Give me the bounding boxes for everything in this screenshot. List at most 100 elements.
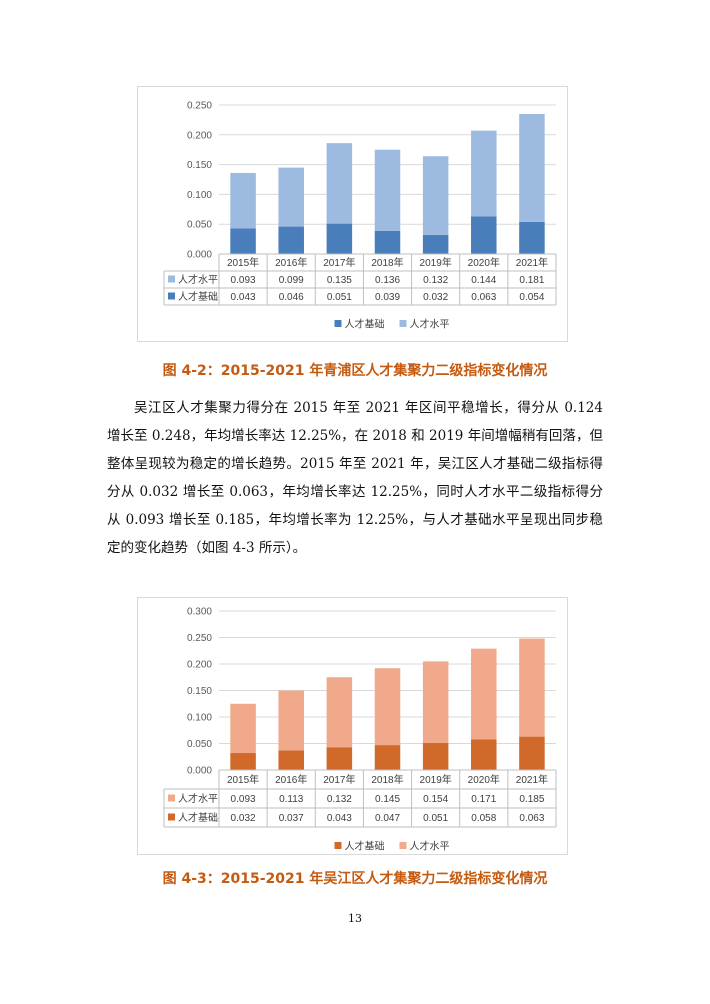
- legend-key: [334, 842, 342, 849]
- legend-key: [399, 320, 407, 327]
- bar-base: [422, 234, 449, 254]
- table-cell: 0.047: [375, 813, 400, 824]
- table-cell: 0.093: [231, 275, 256, 286]
- category-label: 2015年: [227, 256, 259, 269]
- y-tick-label: 0.150: [187, 160, 212, 171]
- table-cell: 0.039: [375, 292, 400, 303]
- category-label: 2019年: [420, 773, 452, 786]
- table-cell: 0.046: [279, 292, 304, 303]
- table-cell: 0.058: [471, 813, 496, 824]
- bar-level: [278, 167, 304, 227]
- table-cell: 0.132: [327, 794, 352, 805]
- legend-key: [399, 842, 407, 849]
- table-cell: 0.181: [519, 275, 544, 286]
- bar-base: [471, 739, 497, 770]
- y-tick-label: 0.150: [187, 686, 212, 697]
- legend-label: 人才基础: [345, 840, 385, 853]
- table-legend-key: [168, 275, 175, 283]
- caption-figure-4-2: 图 4-2：2015-2021 年青浦区人才集聚力二级指标变化情况: [162, 363, 548, 379]
- bar-base: [519, 736, 545, 770]
- y-tick-label: 0.200: [187, 130, 212, 141]
- bar-level: [326, 677, 353, 748]
- table-cell: 0.093: [231, 794, 256, 805]
- category-label: 2020年: [468, 256, 500, 269]
- table-cell: 0.063: [519, 813, 544, 824]
- bar-base: [230, 228, 256, 254]
- table-cell: 0.032: [423, 292, 448, 303]
- bar-base: [471, 216, 497, 254]
- category-label: 2021年: [516, 256, 548, 269]
- y-tick-label: 0.050: [187, 739, 212, 750]
- paragraph-text: 吴江区人才集聚力得分在 2015 年至 2021 年区间平稳增长，得分从 0.1…: [107, 400, 603, 556]
- y-tick-label: 0.300: [187, 607, 212, 618]
- bar-base: [230, 753, 256, 770]
- table-cell: 0.136: [375, 275, 400, 286]
- table-cell: 0.113: [279, 794, 304, 805]
- body-paragraph: 吴江区人才集聚力得分在 2015 年至 2021 年区间平稳增长，得分从 0.1…: [107, 394, 603, 562]
- y-tick-label: 0.000: [187, 250, 212, 261]
- bar-base: [519, 221, 545, 254]
- table-cell: 0.054: [519, 292, 544, 303]
- bar-level: [519, 113, 545, 222]
- legend-label: 人才基础: [345, 318, 385, 331]
- table-cell: 0.051: [423, 813, 448, 824]
- y-tick-label: 0.200: [187, 660, 212, 671]
- bar-level: [471, 130, 497, 217]
- table-row-label: 人才基础: [178, 811, 218, 824]
- table-cell: 0.132: [423, 275, 448, 286]
- y-tick-label: 0.100: [187, 713, 212, 724]
- bar-base: [422, 742, 449, 770]
- caption-figure-4-3: 图 4-3：2015-2021 年吴江区人才集聚力二级指标变化情况: [162, 871, 548, 887]
- category-label: 2016年: [275, 256, 307, 269]
- legend-label: 人才水平: [410, 318, 450, 331]
- category-label: 2016年: [275, 773, 307, 786]
- bar-base: [278, 226, 304, 254]
- table-cell: 0.043: [231, 292, 256, 303]
- chart-wujiang-svg: 0.000 0.050 0.100 0.150 0.200 0.250 0.300 2015年…: [163, 607, 557, 853]
- category-label: 2018年: [371, 773, 403, 786]
- legend-label: 人才水平: [410, 840, 450, 853]
- bar-level: [374, 149, 401, 231]
- table-legend-key: [168, 794, 175, 802]
- bar-level: [422, 661, 449, 743]
- bar-base: [278, 750, 304, 770]
- bar-level: [519, 638, 545, 737]
- category-label: 2015年: [227, 773, 259, 786]
- y-tick-label: 0.050: [187, 220, 212, 231]
- table-cell: 0.051: [327, 292, 352, 303]
- table-cell: 0.043: [327, 813, 352, 824]
- bar-level: [471, 648, 497, 740]
- category-label: 2019年: [420, 256, 452, 269]
- bar-base: [374, 230, 401, 254]
- table-row-label: 人才水平: [178, 273, 218, 286]
- table-cell: 0.037: [279, 813, 304, 824]
- table-cell: 0.145: [375, 794, 400, 805]
- bar-base: [326, 747, 353, 770]
- table-legend-key: [168, 813, 175, 821]
- table-cell: 0.135: [327, 275, 352, 286]
- page-number: 13: [348, 912, 362, 925]
- table-row-label: 人才基础: [178, 290, 218, 303]
- table-row-label: 人才水平: [178, 792, 218, 805]
- table-cell: 0.171: [471, 794, 496, 805]
- legend-key: [334, 320, 342, 327]
- category-label: 2017年: [323, 773, 355, 786]
- bar-level: [422, 156, 449, 235]
- category-label: 2020年: [468, 773, 500, 786]
- table-cell: 0.144: [471, 275, 496, 286]
- y-tick-label: 0.100: [187, 190, 212, 201]
- bar-base: [374, 745, 401, 770]
- table-cell: 0.032: [231, 813, 256, 824]
- table-cell: 0.099: [279, 275, 304, 286]
- bar-level: [230, 703, 256, 754]
- y-tick-label: 0.250: [187, 633, 212, 644]
- category-label: 2021年: [516, 773, 548, 786]
- category-label: 2017年: [323, 256, 355, 269]
- table-cell: 0.063: [471, 292, 496, 303]
- category-label: 2018年: [371, 256, 403, 269]
- bar-level: [326, 143, 353, 224]
- bar-level: [230, 172, 256, 229]
- y-tick-label: 0.250: [187, 101, 212, 112]
- table-legend-key: [168, 292, 175, 300]
- chart-qingpu: 0.000 0.050 0.100 0.150 0.200 0.250 2015年 2016年…: [137, 86, 568, 342]
